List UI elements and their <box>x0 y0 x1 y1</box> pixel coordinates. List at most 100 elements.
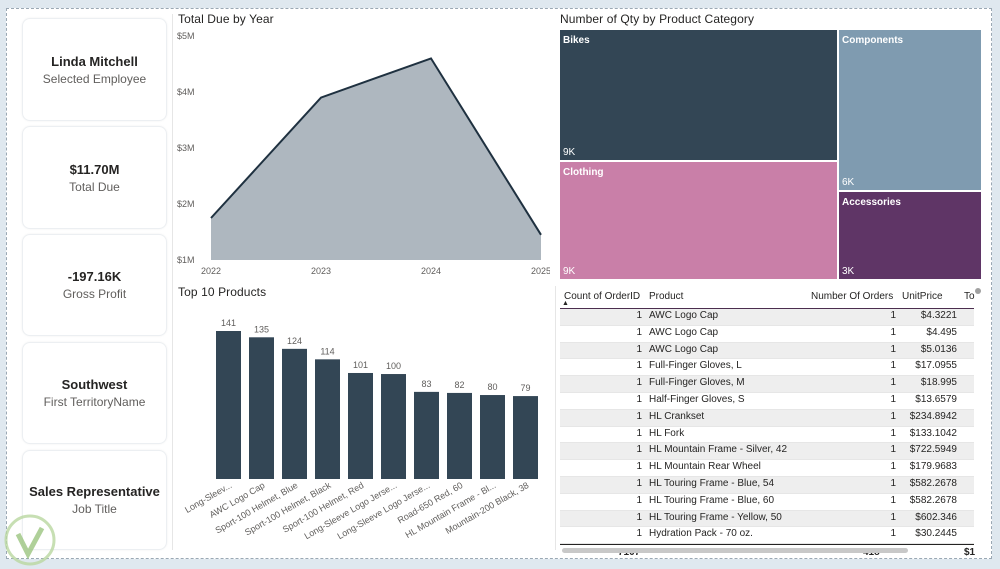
bar[interactable] <box>249 337 274 479</box>
cell-orders: 1 <box>890 444 896 456</box>
bar[interactable] <box>348 372 373 479</box>
bar[interactable] <box>513 396 538 479</box>
table-row[interactable]: 1 HL Crankset 1 $234.8942 <box>560 409 974 427</box>
bar-chart-title: Top 10 Products <box>178 285 267 299</box>
kpi-label: Selected Employee <box>42 71 147 86</box>
cell-orders: 1 <box>890 477 896 489</box>
column-header-product[interactable]: Product <box>649 291 684 302</box>
cell-orders: 1 <box>890 393 896 405</box>
cell-product: AWC Logo Cap <box>649 310 719 321</box>
line-chart-title: Total Due by Year <box>178 12 274 26</box>
bar[interactable] <box>414 391 439 479</box>
product-category-treemap[interactable]: Bikes 9K Components 6K Clothing 9K Acces… <box>559 29 982 280</box>
cell-count: 1 <box>636 360 642 372</box>
cell-orders: 1 <box>890 377 896 389</box>
treemap-tile-components[interactable]: Components 6K <box>838 29 982 191</box>
table-row[interactable]: 1 Full-Finger Gloves, M 1 $18.995 <box>560 376 974 393</box>
y-tick-label: $5M <box>177 31 195 41</box>
table-row[interactable]: 1 AWC Logo Cap 1 $4.3221 <box>560 309 974 326</box>
bar[interactable] <box>282 348 307 479</box>
bar-value-label: 100 <box>386 361 401 371</box>
kpi-card-territory[interactable]: Southwest First TerritoryName <box>22 342 167 444</box>
cell-product: HL Touring Frame - Blue, 54 <box>649 477 775 489</box>
table-row[interactable]: 1 HL Touring Frame - Blue, 54 1 $582.2678 <box>560 476 974 494</box>
tile-value: 9K <box>563 147 576 158</box>
kpi-label: First TerritoryName <box>43 395 146 409</box>
cell-count: 1 <box>636 444 642 456</box>
table-row[interactable]: 1 AWC Logo Cap 1 $5.0136 <box>560 342 974 360</box>
watermark-logo-icon <box>4 514 56 566</box>
table-row[interactable]: 1 HL Mountain Frame - Silver, 42 1 $722.594… <box>560 443 974 461</box>
horizontal-scrollbar[interactable] <box>562 548 908 553</box>
cell-unitprice: $18.995 <box>920 377 957 389</box>
column-header-orders[interactable]: Number Of Orders <box>811 291 894 302</box>
treemap-tile-bikes[interactable]: Bikes 9K <box>559 29 838 161</box>
table-body: 1 AWC Logo Cap 1 $4.3221 1 AWC Logo Cap 1 $4.49… <box>560 309 974 545</box>
cell-orders: 1 <box>890 360 896 372</box>
cell-count: 1 <box>636 310 642 321</box>
x-tick-label: 2025 <box>531 266 550 276</box>
bar-value-label: 114 <box>320 346 334 356</box>
cell-product: HL Fork <box>649 427 685 439</box>
cell-orders: 1 <box>890 511 896 523</box>
bar[interactable] <box>447 392 472 479</box>
cell-unitprice: $13.6579 <box>915 393 957 405</box>
table-row[interactable]: 1 HL Touring Frame - Blue, 60 1 $582.2678 <box>560 494 974 511</box>
cell-product: Full-Finger Gloves, M <box>649 377 745 389</box>
tile-value: 9K <box>563 266 576 277</box>
cell-count: 1 <box>636 494 642 506</box>
cell-count: 1 <box>636 477 642 489</box>
column-header-total[interactable]: To <box>964 291 975 302</box>
kpi-card-total-due[interactable]: $11.70M Total Due <box>22 126 167 229</box>
kpi-card-job-title[interactable]: Sales Representative Job Title <box>22 450 167 550</box>
table-row[interactable]: 1 AWC Logo Cap 1 $4.495 <box>560 326 974 343</box>
cell-unitprice: $234.8942 <box>909 410 957 422</box>
bar-value-label: 82 <box>454 380 464 390</box>
cell-unitprice: $722.5949 <box>909 444 957 456</box>
cell-product: Full-Finger Gloves, L <box>649 360 742 372</box>
cell-orders: 1 <box>890 494 896 506</box>
column-header-unitprice[interactable]: UnitPrice <box>902 291 943 302</box>
cell-product: AWC Logo Cap <box>649 343 719 355</box>
column-header-count[interactable]: Count of OrderID <box>564 291 641 302</box>
cell-count: 1 <box>636 427 642 439</box>
y-tick-label: $3M <box>177 143 195 153</box>
bar[interactable] <box>216 331 241 479</box>
kpi-card-gross-profit[interactable]: -197.16K Gross Profit <box>22 234 167 336</box>
treemap-tile-clothing[interactable]: Clothing 9K <box>559 161 838 280</box>
kpi-label: Gross Profit <box>62 287 127 301</box>
cell-orders: 1 <box>890 326 896 338</box>
y-tick-label: $2M <box>177 199 195 209</box>
table-row[interactable]: 1 Half-Finger Gloves, S 1 $13.6579 <box>560 393 974 410</box>
treemap-tile-accessories[interactable]: Accessories 3K <box>838 191 982 280</box>
more-options-icon[interactable] <box>975 288 981 294</box>
kpi-label: Total Due <box>69 179 120 194</box>
x-tick-label: 2023 <box>311 266 331 276</box>
table-row[interactable]: 1 Hydration Pack - 70 oz. 1 $30.2445 <box>560 527 974 545</box>
bar[interactable] <box>381 374 406 479</box>
orders-table[interactable]: Count of OrderID Product Number Of Order… <box>560 288 975 561</box>
kpi-card-employee[interactable]: Linda Mitchell Selected Employee <box>22 18 167 121</box>
kpi-label: Job Title <box>72 502 117 516</box>
cell-unitprice: $5.0136 <box>920 343 957 355</box>
cell-count: 1 <box>636 326 642 338</box>
cell-product: Half-Finger Gloves, S <box>649 393 745 405</box>
bar[interactable] <box>315 359 340 479</box>
cell-orders: 1 <box>890 427 896 439</box>
cell-unitprice: $582.2678 <box>909 477 957 489</box>
total-due-area-chart[interactable]: $5M $4M $3M $2M $1M 2022 2023 2024 2025 <box>174 28 550 284</box>
area-series-fill <box>211 58 541 261</box>
bar[interactable] <box>480 395 505 479</box>
cell-unitprice: $602.346 <box>915 511 957 523</box>
table-row[interactable]: 1 Full-Finger Gloves, L 1 $17.0955 <box>560 359 974 377</box>
cell-orders: 1 <box>890 310 896 321</box>
bar-value-label: 124 <box>287 336 302 346</box>
cell-count: 1 <box>636 528 642 540</box>
table-row[interactable]: 1 HL Fork 1 $133.1042 <box>560 427 974 444</box>
table-row[interactable]: 1 HL Touring Frame - Yellow, 50 1 $602.346 <box>560 510 974 528</box>
sort-arrow-icon[interactable]: ▲ <box>562 300 569 307</box>
cell-count: 1 <box>636 377 642 389</box>
cell-count: 1 <box>636 343 642 355</box>
table-row[interactable]: 1 HL Mountain Rear Wheel 1 $179.9683 <box>560 460 974 477</box>
